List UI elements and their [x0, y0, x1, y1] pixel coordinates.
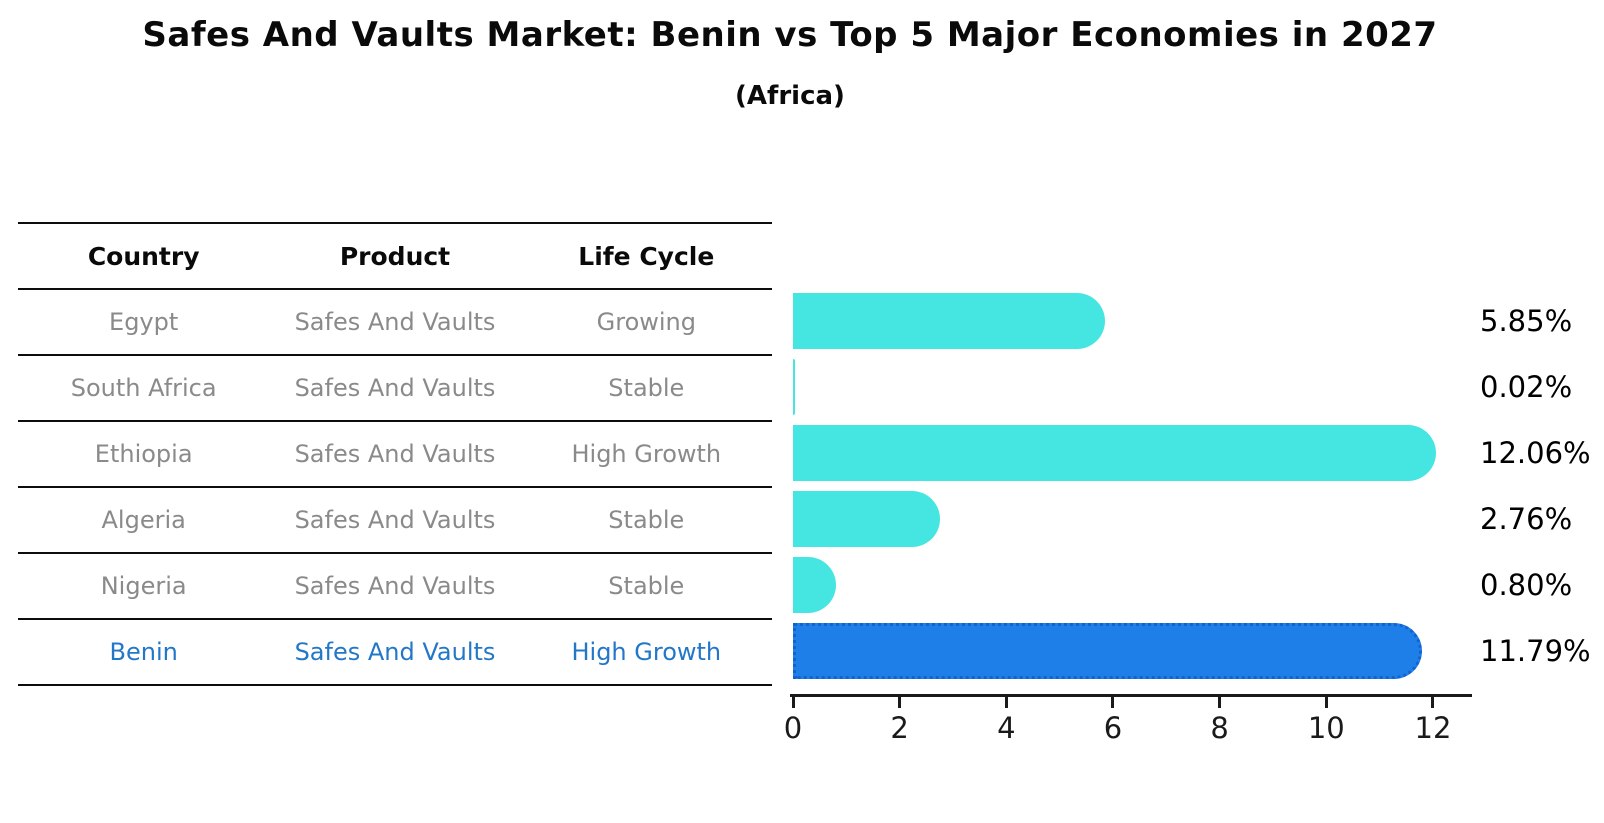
bar-south-africa: [793, 359, 795, 415]
country-cell: Benin: [109, 638, 178, 666]
column-header-country: Country: [87, 241, 200, 271]
x-axis-tick-10: [1324, 697, 1328, 708]
value-label-algeria: 2.76%: [1480, 502, 1573, 536]
value-label-south-africa: 0.02%: [1480, 370, 1573, 404]
product-cell: Safes And Vaults: [294, 308, 496, 336]
x-axis-tick-label-10: 10: [1307, 711, 1345, 745]
value-label-nigeria: 0.80%: [1480, 568, 1573, 602]
column-header-life-cycle: Life Cycle: [578, 241, 715, 271]
column-header-product: Product: [339, 241, 451, 271]
table-header-row: Country Product Life Cycle: [18, 224, 772, 290]
bar-algeria: [793, 491, 941, 547]
country-cell: Ethiopia: [94, 440, 193, 468]
x-axis-tick-label-6: 6: [1103, 711, 1123, 745]
x-axis-line: [790, 694, 1472, 697]
country-cell: Nigeria: [100, 572, 187, 600]
x-axis-tick-label-0: 0: [783, 711, 803, 745]
x-axis-tick-6: [1111, 697, 1115, 708]
life-cycle-cell: High Growth: [571, 440, 722, 468]
table-row-south-africa: South Africa Safes And Vaults Stable: [18, 356, 772, 422]
bar-benin: [793, 623, 1422, 679]
value-label-benin: 11.79%: [1480, 634, 1591, 668]
life-cycle-cell: Stable: [608, 374, 685, 402]
value-label-ethiopia: 12.06%: [1480, 436, 1591, 470]
country-cell: Algeria: [101, 506, 186, 534]
x-axis-tick-label-12: 12: [1414, 711, 1452, 745]
table-row-nigeria: Nigeria Safes And Vaults Stable: [18, 554, 772, 620]
x-axis-tick-label-8: 8: [1210, 711, 1229, 745]
x-axis-tick-0: [791, 697, 795, 708]
life-cycle-cell: Stable: [608, 506, 685, 534]
table-row-egypt: Egypt Safes And Vaults Growing: [18, 290, 772, 356]
country-cell: South Africa: [70, 374, 217, 402]
country-cell: Egypt: [109, 308, 179, 336]
life-cycle-cell: Stable: [608, 572, 685, 600]
value-label-egypt: 5.85%: [1480, 304, 1573, 338]
x-axis-tick-label-4: 4: [997, 711, 1016, 745]
product-cell: Safes And Vaults: [294, 374, 496, 402]
table-row-benin: Benin Safes And Vaults High Growth: [18, 620, 772, 686]
product-cell: Safes And Vaults: [294, 638, 496, 666]
bar-nigeria: [793, 557, 836, 613]
x-axis-tick-label-2: 2: [890, 711, 909, 745]
bar-egypt: [793, 293, 1105, 349]
country-comparison-table: Country Product Life Cycle Egypt Safes And …: [18, 222, 772, 686]
life-cycle-cell: High Growth: [571, 638, 722, 666]
table-body: Egypt Safes And Vaults Growing South Africa…: [18, 290, 772, 686]
chart-title: Safes And Vaults Market: Benin vs Top 5 …: [142, 15, 1438, 55]
table-row-algeria: Algeria Safes And Vaults Stable: [18, 488, 772, 554]
bar-ethiopia: [793, 425, 1437, 481]
life-cycle-cell: Growing: [596, 308, 696, 336]
x-axis-tick-8: [1218, 697, 1222, 708]
x-axis-tick-12: [1431, 697, 1435, 708]
product-cell: Safes And Vaults: [294, 572, 496, 600]
x-axis-tick-4: [1004, 697, 1008, 708]
table-row-ethiopia: Ethiopia Safes And Vaults High Growth: [18, 422, 772, 488]
x-axis-tick-2: [898, 697, 902, 708]
product-cell: Safes And Vaults: [294, 440, 496, 468]
product-cell: Safes And Vaults: [294, 506, 496, 534]
chart-subtitle: (Africa): [735, 81, 845, 111]
